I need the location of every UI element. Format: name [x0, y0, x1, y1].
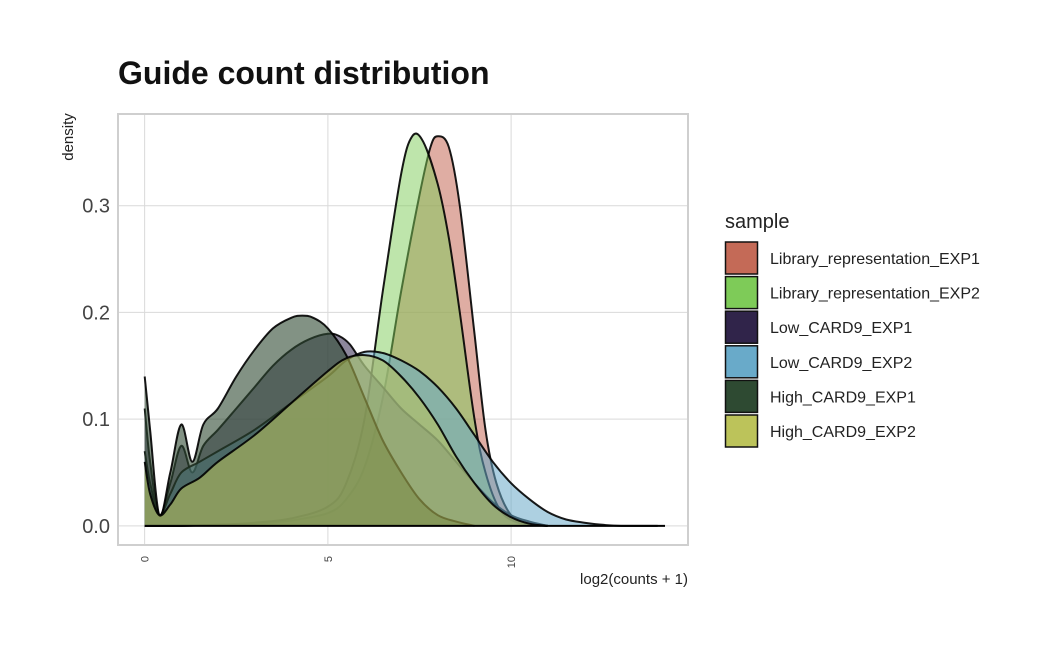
x-tick-label: 10 — [506, 556, 518, 568]
legend-label: High_CARD9_EXP2 — [770, 424, 916, 441]
x-tick-labels: 0 5 10 — [140, 556, 518, 568]
legend-swatch — [724, 345, 759, 379]
legend-swatch — [724, 414, 759, 448]
legend-label: Library_representation_EXP2 — [770, 286, 980, 303]
legend-swatch — [724, 241, 759, 275]
legend-swatch — [724, 310, 759, 344]
y-tick-label: 0.0 — [82, 516, 110, 538]
x-axis-label: log2(counts + 1) — [580, 571, 688, 588]
density-area-6 — [144, 355, 548, 526]
density-areas — [143, 132, 666, 527]
legend-label: High_CARD9_EXP1 — [770, 389, 916, 406]
legend: Library_representation_EXP1 Library_repre… — [724, 241, 980, 448]
y-tick-label: 0.1 — [82, 409, 110, 431]
chart-title: Guide count distribution — [118, 55, 490, 91]
legend-swatch — [724, 379, 759, 414]
legend-title: sample — [725, 211, 789, 233]
y-tick-labels: 0.0 0.1 0.2 0.3 — [82, 196, 110, 538]
legend-label: Library_representation_EXP1 — [770, 251, 980, 268]
x-tick-label: 5 — [323, 556, 335, 562]
legend-label: Low_CARD9_EXP1 — [770, 320, 912, 337]
y-tick-label: 0.2 — [82, 302, 110, 324]
density-outline-6 — [143, 354, 548, 527]
y-tick-label: 0.3 — [82, 196, 110, 218]
x-tick-label: 0 — [140, 556, 152, 562]
legend-swatch — [724, 275, 759, 310]
y-axis-label: density — [60, 113, 77, 161]
legend-label: Low_CARD9_EXP2 — [770, 355, 912, 372]
